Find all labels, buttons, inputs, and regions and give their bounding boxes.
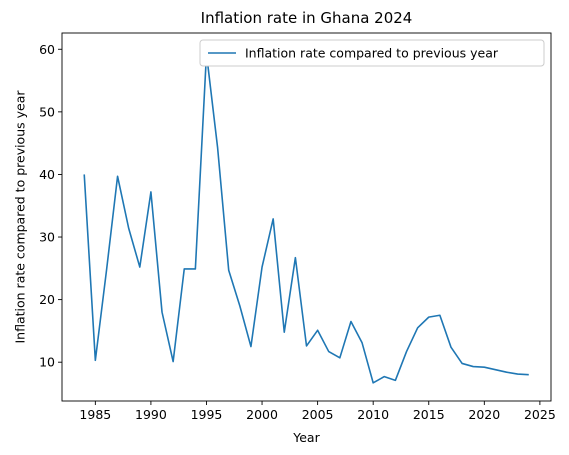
x-tick-label: 2025 <box>524 407 556 422</box>
y-axis: 10 20 30 40 50 60 <box>39 42 62 370</box>
plot-frame <box>61 32 552 402</box>
x-tick-label: 2015 <box>413 407 445 422</box>
y-tick-label: 40 <box>39 167 55 182</box>
legend-label: Inflation rate compared to previous year <box>245 46 499 61</box>
chart-title: Inflation rate in Ghana 2024 <box>201 9 413 27</box>
x-tick-label: 1990 <box>135 407 167 422</box>
legend: Inflation rate compared to previous year <box>199 39 545 67</box>
y-tick-label: 20 <box>39 292 55 307</box>
x-axis-label: Year <box>292 430 320 445</box>
y-tick-label: 60 <box>39 42 55 57</box>
x-axis: 1985 1990 1995 2000 2005 2010 2015 2020 2025 <box>79 401 556 422</box>
series-layer <box>83 52 529 384</box>
x-tick-label: 1995 <box>191 407 223 422</box>
y-axis-label: Inflation rate compared to previous year <box>12 90 27 344</box>
y-tick-label: 50 <box>39 104 55 119</box>
legend-box <box>199 39 545 67</box>
x-tick-label: 2000 <box>246 407 278 422</box>
x-tick-label: 1985 <box>79 407 111 422</box>
y-tick-label: 30 <box>39 230 55 245</box>
x-tick-label: 2010 <box>357 407 389 422</box>
x-tick-label: 2020 <box>468 407 500 422</box>
x-tick-label: 2005 <box>302 407 334 422</box>
y-tick-label: 10 <box>39 355 55 370</box>
